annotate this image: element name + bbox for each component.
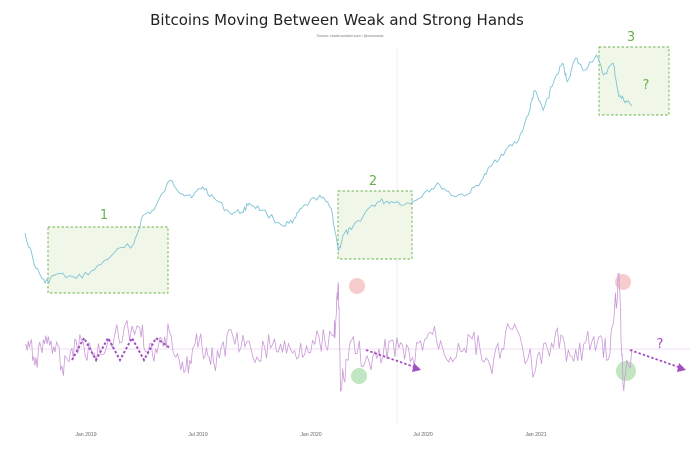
annotation-box-2 [337, 190, 413, 260]
annotation-box-1 [47, 226, 169, 294]
x-tick-label: Jan 2020 [300, 432, 321, 438]
price-line [24, 54, 633, 285]
oscillator-line [24, 272, 633, 393]
annotation-label-3: 3 [627, 30, 635, 45]
chart-title: Bitcoins Moving Between Weak and Strong … [150, 11, 524, 29]
x-tick-label: Jul 2020 [413, 432, 433, 438]
chart-source: Source: charts.woobull.com / @woonomic [317, 34, 384, 38]
x-tick-label: Jan 2021 [525, 432, 546, 438]
arrow-shaft-2 [629, 349, 685, 370]
zigzag-annotation [71, 335, 171, 363]
marker-low-1 [351, 368, 367, 384]
marker-high-1 [349, 278, 365, 294]
arrow-shaft-1 [365, 349, 421, 370]
annotation-label-1: 1 [100, 208, 108, 223]
x-tick-label: Jan 2019 [75, 432, 96, 438]
annotation-label-2: 2 [369, 174, 377, 189]
x-tick-label: Jul 2019 [188, 432, 208, 438]
oscillator-series-group [24, 272, 633, 393]
arrow-head-1 [412, 363, 421, 372]
arrow-head-2 [677, 363, 686, 372]
price-series-group [24, 54, 633, 285]
question-label-price: ? [643, 78, 650, 93]
question-label-oscillator: ? [657, 337, 664, 352]
annotation-box-3 [598, 46, 670, 116]
